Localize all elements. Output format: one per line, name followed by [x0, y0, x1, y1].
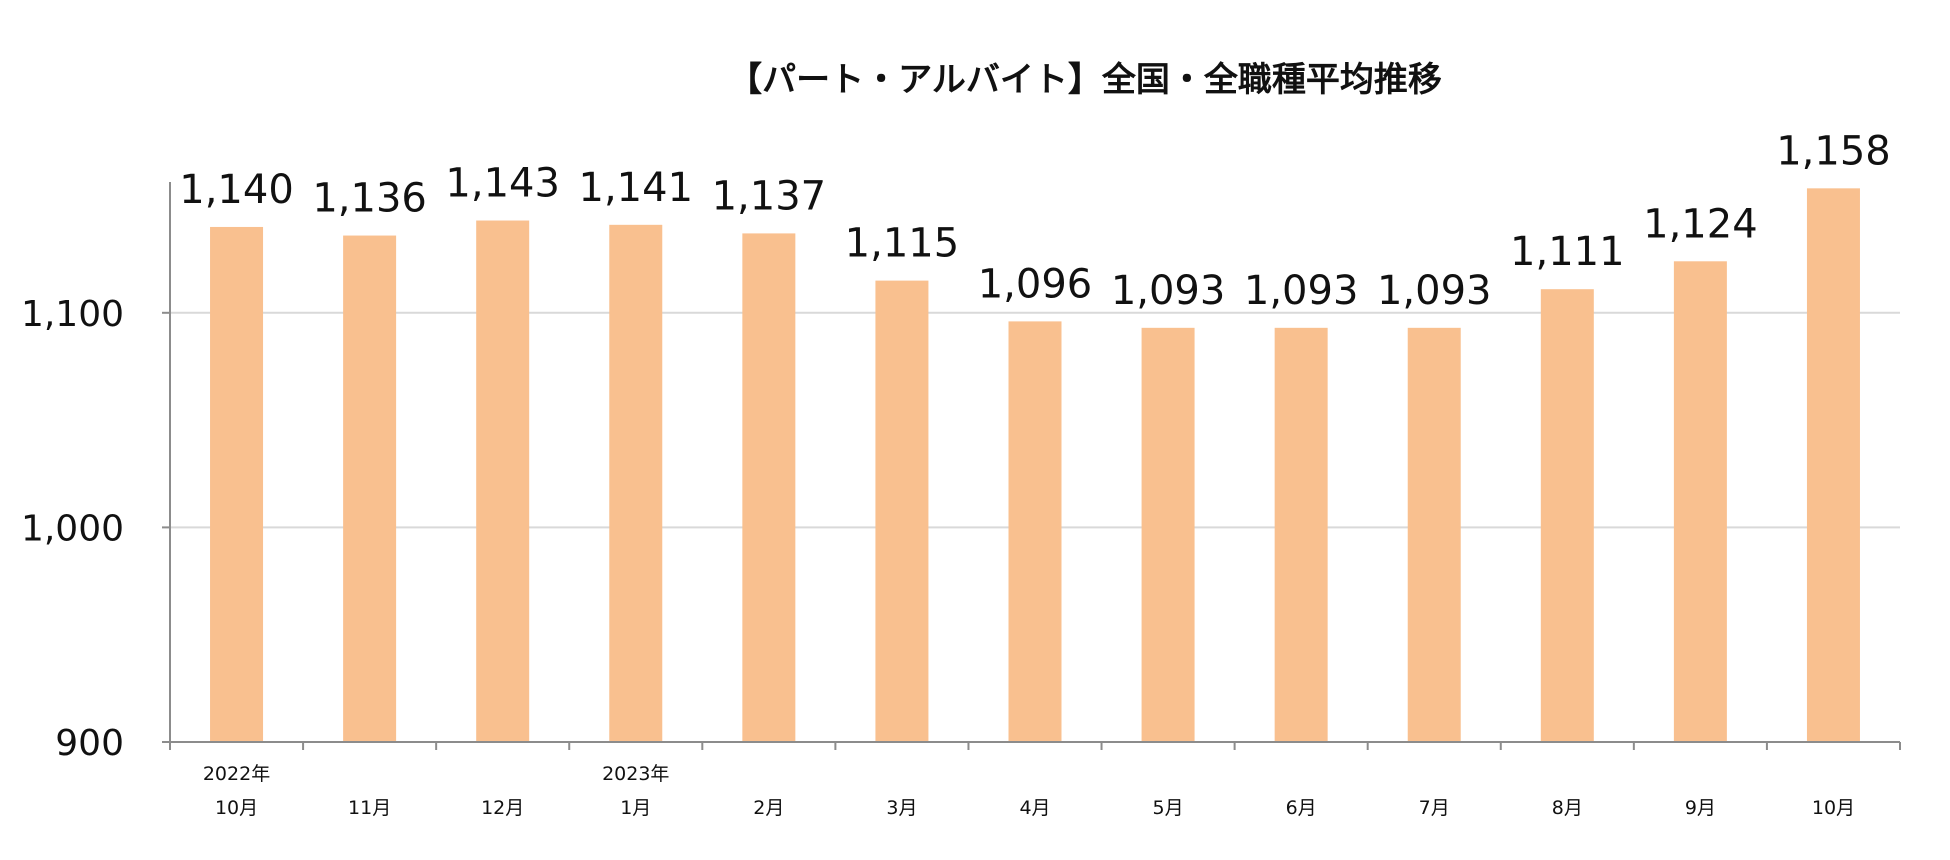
bar [1407, 327, 1461, 742]
bar [1141, 327, 1195, 742]
x-tick-label: 11月 [348, 797, 391, 819]
bar [742, 233, 796, 742]
x-tick-label: 10月 [1812, 797, 1855, 819]
bar [1540, 289, 1594, 742]
x-tick-label: 9月 [1685, 797, 1716, 819]
bar [1008, 321, 1062, 742]
bar [210, 226, 264, 742]
x-tick-label: 2月 [753, 797, 784, 819]
bar [1673, 261, 1727, 742]
data-label: 1,141 [579, 165, 694, 211]
data-label: 1,115 [845, 221, 960, 267]
x-tick-label: 6月 [1286, 797, 1317, 819]
bar [875, 280, 929, 742]
x-tick-label: 10月 [215, 797, 258, 819]
y-tick-label: 1,000 [21, 508, 124, 549]
x-tick-label: 12月 [481, 797, 524, 819]
data-label: 1,124 [1643, 201, 1758, 247]
x-tick-label: 3月 [886, 797, 917, 819]
bar [1274, 327, 1328, 742]
bar [609, 224, 663, 743]
data-label: 1,136 [312, 176, 427, 222]
data-label: 1,140 [179, 167, 294, 213]
data-label: 1,093 [1244, 268, 1359, 314]
x-year-label: 2022年 [203, 763, 270, 785]
data-label: 1,111 [1510, 229, 1625, 275]
bar [1806, 188, 1860, 742]
data-label: 1,143 [445, 161, 560, 207]
x-year-label: 2023年 [602, 763, 669, 785]
x-tick-label: 4月 [1019, 797, 1050, 819]
chart-title: 【パート・アルバイト】全国・全職種平均推移 [728, 60, 1442, 100]
data-label: 1,158 [1776, 128, 1891, 174]
bar [343, 235, 397, 742]
x-tick-label: 5月 [1153, 797, 1184, 819]
y-tick-label: 1,100 [21, 294, 124, 335]
data-label: 1,096 [978, 261, 1093, 307]
x-tick-label: 8月 [1552, 797, 1583, 819]
data-label: 1,093 [1111, 268, 1226, 314]
data-label: 1,093 [1377, 268, 1492, 314]
y-tick-label: 900 [55, 723, 124, 764]
bar [476, 220, 530, 743]
x-tick-label: 1月 [620, 797, 651, 819]
data-label: 1,137 [712, 173, 827, 219]
x-tick-label: 7月 [1419, 797, 1450, 819]
